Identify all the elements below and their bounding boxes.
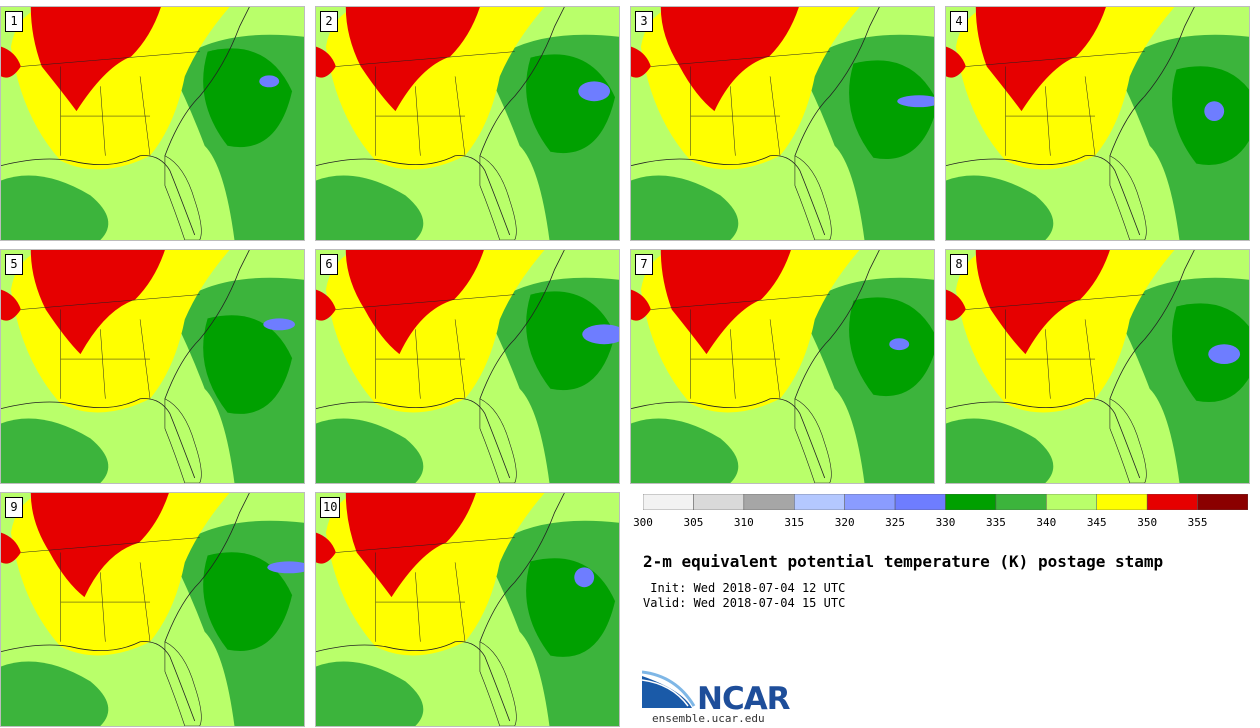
colorbar-swatch <box>794 494 845 510</box>
colorbar-tick-label: 335 <box>985 516 1006 529</box>
member-number-label: 10 <box>320 497 341 518</box>
colorbar-tick-label: 305 <box>683 516 704 529</box>
colorbar-swatch <box>1096 494 1148 510</box>
member-number-label: 3 <box>635 11 653 32</box>
colorbar-swatch <box>1197 494 1248 510</box>
colorbar-swatch <box>844 494 896 510</box>
member-number-label: 1 <box>5 11 23 32</box>
colorbar-tick-label: 310 <box>733 516 754 529</box>
colorbar-swatch <box>995 494 1047 510</box>
colorbar-tick-label: 340 <box>1036 516 1057 529</box>
colorbar-tick-label: 325 <box>885 516 906 529</box>
colorbar-swatch <box>643 494 694 510</box>
member-number-label: 5 <box>5 254 23 275</box>
ensemble-member-map: 5 <box>0 249 305 484</box>
colorbar-tick-label: 345 <box>1086 516 1107 529</box>
valid-time: Valid: Wed 2018-07-04 15 UTC <box>643 596 846 610</box>
member-number-label: 4 <box>950 11 968 32</box>
ensemble-member-map: 3 <box>630 6 935 241</box>
ensemble-member-map: 1 <box>0 6 305 241</box>
member-number-label: 7 <box>635 254 653 275</box>
ensemble-member-map: 10 <box>315 492 620 727</box>
colorbar-tick-label: 320 <box>834 516 855 529</box>
ensemble-member-map: 6 <box>315 249 620 484</box>
colorbar <box>643 494 1248 510</box>
member-number-label: 2 <box>320 11 338 32</box>
init-time: Init: Wed 2018-07-04 12 UTC <box>643 581 846 595</box>
colorbar-tick-label: 350 <box>1137 516 1158 529</box>
ensemble-member-map: 9 <box>0 492 305 727</box>
colorbar-swatch <box>1046 494 1098 510</box>
ensemble-member-map: 7 <box>630 249 935 484</box>
member-number-label: 9 <box>5 497 23 518</box>
colorbar-swatch <box>743 494 795 510</box>
colorbar-tick-label: 355 <box>1187 516 1208 529</box>
colorbar-tick-label: 330 <box>935 516 956 529</box>
member-number-label: 6 <box>320 254 338 275</box>
ensemble-member-map: 4 <box>945 6 1250 241</box>
colorbar-tick-label: 315 <box>784 516 805 529</box>
colorbar-swatch <box>894 494 946 510</box>
ensemble-member-map: 8 <box>945 249 1250 484</box>
colorbar-swatch <box>693 494 745 510</box>
ncar-logo-icon <box>642 670 696 708</box>
member-number-label: 8 <box>950 254 968 275</box>
logo-url: ensemble.ucar.edu <box>652 712 765 725</box>
ensemble-member-map: 2 <box>315 6 620 241</box>
colorbar-swatch <box>1146 494 1198 510</box>
colorbar-swatch <box>945 494 997 510</box>
chart-title: 2-m equivalent potential temperature (K)… <box>643 552 1164 571</box>
colorbar-tick-label: 300 <box>633 516 653 529</box>
logo-text: NCAR <box>697 681 791 717</box>
